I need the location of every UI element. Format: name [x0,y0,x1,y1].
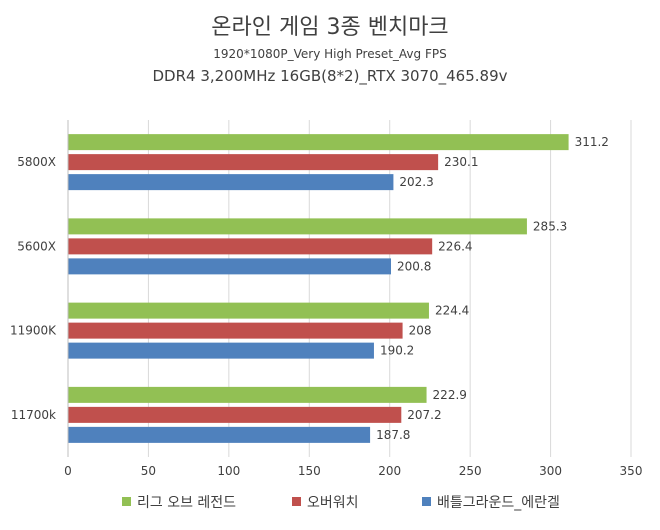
bar [68,342,374,359]
category-label: 5800X [17,155,56,169]
legend-swatch [122,497,131,506]
bar [68,406,402,423]
bar [68,154,439,171]
legend-swatch [422,497,431,506]
data-label: 224.4 [435,304,469,318]
bar [68,218,527,235]
bar [68,302,429,319]
chart-title: 온라인 게임 3종 벤치마크 [211,15,448,40]
bar [68,386,427,403]
x-tick-label: 350 [620,464,643,478]
data-label: 226.4 [438,239,472,253]
x-tick-label: 200 [378,464,401,478]
data-label: 222.9 [433,388,467,402]
chart-subtitle: 1920*1080P_Very High Preset_Avg FPS [213,47,446,61]
data-label: 311.2 [575,135,609,149]
bar [68,426,371,443]
legend-label: 리그 오브 레전드 [137,495,236,511]
data-label: 202.3 [399,175,433,189]
x-tick-label: 100 [217,464,240,478]
bar [68,238,433,255]
chart-subtitle-config: DDR4 3,200MHz 16GB(8*2)_RTX 3070_465.89v [152,67,507,86]
bars [68,134,569,443]
x-tick-label: 0 [64,464,72,478]
x-tick-label: 150 [298,464,321,478]
category-label: 11900K [10,324,57,338]
x-tick-label: 250 [459,464,482,478]
data-label: 190.2 [380,344,414,358]
x-tick-label: 50 [141,464,156,478]
legend-label: 배틀그라운드_에란겔 [437,495,560,511]
legend-swatch [292,497,301,506]
category-label: 5600X [17,239,56,253]
bar [68,258,392,275]
data-label: 208 [409,324,432,338]
data-label: 200.8 [397,259,431,273]
legend-label: 오버워치 [307,495,359,511]
bar [68,322,403,339]
bar [68,174,394,191]
legend: 리그 오브 레전드 오버워치 배틀그라운드_에란겔 [122,495,560,511]
axes: 0 50 100 150 200 250 300 350 5800X 5600X 11900K 117… [10,120,643,478]
bar [68,134,569,151]
gridlines [67,120,632,457]
data-label: 207.2 [407,408,441,422]
data-label: 285.3 [533,219,567,233]
x-tick-label: 300 [539,464,562,478]
data-label: 230.1 [444,155,478,169]
category-label: 11700k [11,408,56,422]
data-label: 187.8 [376,428,410,442]
